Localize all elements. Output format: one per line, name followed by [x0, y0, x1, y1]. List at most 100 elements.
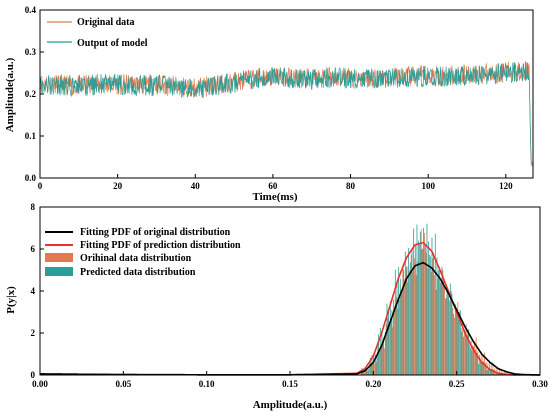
hist-bar-original	[455, 309, 457, 375]
hist-bar-original	[430, 271, 432, 375]
top-xtick-label: 120	[499, 181, 513, 191]
hist-bar-predicted	[429, 256, 431, 375]
hist-bar-original	[429, 254, 430, 375]
top-ytick-label: 0.0	[25, 173, 37, 183]
hist-bar-predicted	[428, 241, 430, 375]
bottom-xtick-label: 0.05	[115, 379, 131, 389]
hist-bar-predicted	[368, 369, 370, 375]
hist-bar-predicted	[494, 373, 496, 375]
hist-bar-original	[457, 302, 459, 375]
top-xtick-label: 80	[346, 181, 356, 191]
hist-bar-predicted	[484, 363, 486, 375]
hist-bar-original	[460, 328, 462, 375]
hist-bar-predicted	[443, 279, 445, 375]
hist-bar-predicted	[479, 362, 481, 375]
hist-bar-predicted	[478, 363, 480, 375]
bottom-ytick-label: 0	[31, 370, 36, 380]
hist-bar-original	[389, 325, 390, 375]
hist-bar-original	[442, 269, 444, 375]
hist-bar-predicted	[386, 303, 388, 375]
bottom-xtick-label: 0.20	[365, 379, 381, 389]
hist-bar-predicted	[471, 350, 473, 375]
hist-bar-predicted	[441, 266, 443, 375]
top-xtick-label: 0	[38, 181, 43, 191]
hist-bar-predicted	[409, 262, 411, 375]
hist-bar-original	[370, 363, 372, 375]
hist-bar-predicted	[396, 281, 398, 375]
bottom-ylabel: P(y|x)	[5, 286, 17, 314]
hist-bar-original	[480, 352, 482, 375]
hist-bar-original	[474, 341, 475, 375]
hist-bar-original	[440, 281, 442, 375]
hist-bar-original	[477, 351, 479, 375]
hist-bar-predicted	[393, 299, 395, 375]
hist-bar-original	[459, 311, 460, 375]
legend-label-fit-original: Fitting PDF of original distribution	[80, 227, 231, 238]
legend-swatch-original-hist	[45, 253, 73, 262]
hist-bar-original	[382, 344, 384, 375]
hist-bar-original	[452, 307, 454, 375]
hist-bar-original	[380, 347, 382, 375]
hist-bar-predicted	[468, 329, 470, 375]
hist-bar-original	[469, 344, 470, 375]
hist-bar-original	[414, 258, 415, 375]
hist-bar-original	[447, 288, 449, 375]
bottom-xlabel: Amplitude(a.u.)	[253, 399, 328, 411]
hist-bar-predicted	[431, 237, 433, 375]
hist-bar-original	[487, 363, 489, 375]
hist-bar-original	[402, 264, 404, 375]
hist-bar-original	[509, 372, 510, 375]
hist-bar-original	[475, 337, 477, 375]
hist-bar-predicted	[453, 313, 455, 375]
hist-bar-original	[417, 261, 419, 375]
hist-bar-predicted	[464, 330, 466, 375]
top-legend: Original data Output of model	[47, 17, 148, 49]
hist-bar-predicted	[456, 312, 458, 375]
hist-bar-original	[397, 308, 399, 375]
hist-bar-predicted	[416, 224, 418, 375]
hist-bar-original	[465, 323, 467, 375]
hist-bar-original	[445, 298, 447, 375]
hist-bar-original	[444, 285, 445, 375]
hist-bar-original	[394, 306, 395, 375]
hist-bar-predicted	[491, 369, 493, 375]
top-ytick-label: 0.1	[25, 131, 37, 141]
hist-bar-original	[432, 258, 434, 375]
hist-bar-predicted	[391, 309, 393, 375]
hist-bar-original	[364, 370, 365, 375]
hist-bar-original	[450, 290, 452, 375]
hist-bar-predicted	[488, 369, 490, 375]
hist-bar-original	[427, 268, 429, 375]
top-xtick-label: 20	[113, 181, 123, 191]
hist-bar-original	[410, 254, 412, 375]
hist-bar-original	[392, 327, 394, 375]
legend-label-predicted-hist: Predicted data distribution	[80, 267, 196, 278]
hist-bar-predicted	[424, 245, 426, 375]
hist-bar-predicted	[449, 283, 451, 375]
bottom-ytick-label: 4	[31, 286, 36, 296]
hist-bar-original	[425, 252, 427, 375]
hist-bar-predicted	[454, 304, 456, 375]
bottom-ytick-label: 6	[31, 244, 36, 254]
hist-bar-predicted	[458, 319, 460, 375]
hist-bar-original	[507, 371, 509, 375]
hist-bar-original	[369, 361, 370, 375]
hist-bar-predicted	[473, 346, 475, 375]
hist-bar-original	[395, 297, 397, 375]
hist-bar-original	[360, 371, 362, 375]
hist-bar-predicted	[461, 331, 463, 375]
hist-bar-original	[367, 370, 369, 375]
hist-bar-original	[505, 372, 507, 375]
top-ytick-label: 0.4	[25, 5, 37, 15]
hist-bar-original	[377, 346, 379, 375]
bottom-chart: 0.00 0.05 0.10 0.15 0.20 0.25 0.30 0 2 4 6 8 Amplit…	[5, 202, 548, 411]
hist-bar-predicted	[433, 252, 435, 375]
hist-bar-original	[409, 270, 410, 375]
hist-bar-predicted	[469, 347, 471, 375]
hist-bar-original	[434, 275, 435, 375]
hist-bar-original	[422, 248, 424, 375]
hist-bar-predicted	[486, 370, 488, 375]
legend-label-fit-prediction: Fitting PDF of prediction distribution	[80, 240, 241, 251]
